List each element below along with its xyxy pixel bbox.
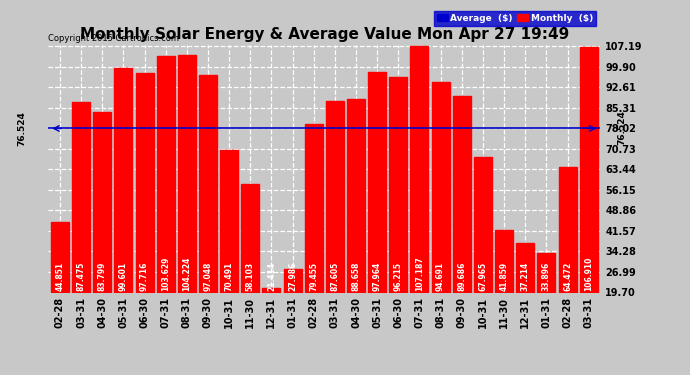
Text: 67.965: 67.965: [478, 262, 487, 291]
Text: Copyright 2015 Cartronics.com: Copyright 2015 Cartronics.com: [48, 34, 179, 43]
Bar: [516, 243, 534, 348]
Bar: [474, 157, 492, 348]
Bar: [72, 102, 90, 348]
Text: 76.524: 76.524: [17, 111, 26, 146]
Text: 107.187: 107.187: [415, 256, 424, 291]
Text: 96.215: 96.215: [394, 262, 403, 291]
Bar: [262, 288, 280, 348]
Text: 21.414: 21.414: [267, 262, 276, 291]
Text: 44.851: 44.851: [55, 262, 64, 291]
Text: 64.472: 64.472: [563, 262, 572, 291]
Bar: [347, 99, 365, 348]
Bar: [284, 269, 302, 348]
Text: 37.214: 37.214: [521, 262, 530, 291]
Bar: [538, 253, 555, 348]
Text: 97.048: 97.048: [204, 262, 213, 291]
Bar: [326, 102, 344, 348]
Text: 88.658: 88.658: [351, 262, 360, 291]
Text: 76.524: 76.524: [618, 110, 627, 145]
Text: 97.716: 97.716: [140, 262, 149, 291]
Text: 70.491: 70.491: [225, 262, 234, 291]
Text: 106.910: 106.910: [584, 257, 593, 291]
Text: 104.224: 104.224: [182, 257, 191, 291]
Text: 83.799: 83.799: [98, 262, 107, 291]
Bar: [558, 166, 577, 348]
Text: 97.964: 97.964: [373, 262, 382, 291]
Title: Monthly Solar Energy & Average Value Mon Apr 27 19:49: Monthly Solar Energy & Average Value Mon…: [79, 27, 569, 42]
Text: 41.859: 41.859: [500, 262, 509, 291]
Bar: [199, 75, 217, 348]
Text: 87.605: 87.605: [331, 262, 339, 291]
Bar: [135, 73, 153, 348]
Bar: [220, 150, 238, 348]
Text: 33.896: 33.896: [542, 262, 551, 291]
Text: 58.103: 58.103: [246, 262, 255, 291]
Legend: Average  ($), Monthly  ($): Average ($), Monthly ($): [434, 11, 595, 26]
Bar: [305, 124, 323, 348]
Bar: [411, 46, 428, 348]
Bar: [389, 77, 407, 348]
Bar: [51, 222, 69, 348]
Text: 79.455: 79.455: [309, 262, 318, 291]
Bar: [157, 56, 175, 348]
Bar: [495, 230, 513, 348]
Bar: [368, 72, 386, 348]
Text: 27.986: 27.986: [288, 262, 297, 291]
Bar: [178, 55, 196, 348]
Bar: [580, 47, 598, 348]
Bar: [241, 184, 259, 348]
Bar: [432, 82, 450, 348]
Bar: [93, 112, 111, 348]
Text: 103.629: 103.629: [161, 257, 170, 291]
Text: 87.475: 87.475: [77, 262, 86, 291]
Text: 89.686: 89.686: [457, 262, 466, 291]
Text: 99.601: 99.601: [119, 262, 128, 291]
Bar: [115, 68, 132, 348]
Text: 94.691: 94.691: [436, 262, 445, 291]
Bar: [453, 96, 471, 348]
